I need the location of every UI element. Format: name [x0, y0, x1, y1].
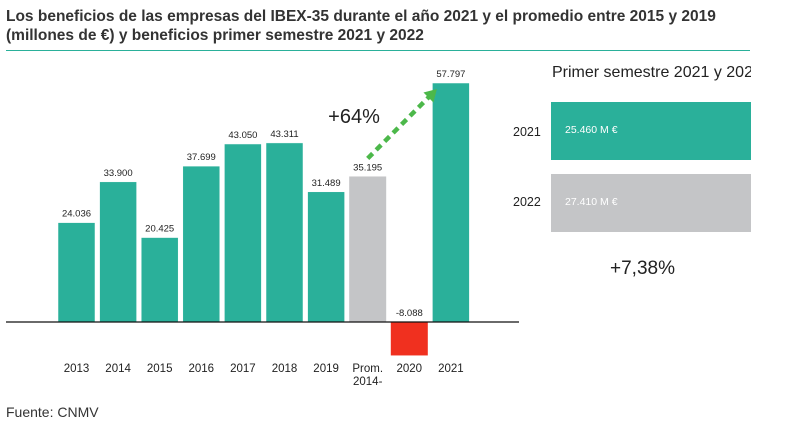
bar — [224, 143, 262, 323]
x-tick-label: 2016 — [189, 363, 215, 375]
x-tick-label: 2015 — [147, 363, 173, 375]
growth-annotation: +64% — [328, 106, 380, 128]
bar-value-label: 24.036 — [62, 209, 91, 220]
title-divider — [6, 50, 750, 51]
bar — [390, 322, 428, 356]
bar-value-label: 37.699 — [187, 152, 216, 163]
bar — [265, 142, 304, 323]
bar — [99, 181, 137, 323]
bar-value-label: 35.195 — [353, 162, 382, 173]
x-tick-label: 2017 — [230, 363, 256, 375]
growth-arrow-head — [423, 89, 437, 103]
semester-chart-title: Primer semestre 2021 y 2022 — [552, 64, 751, 81]
semester-bar-value: 25.460 M € — [565, 124, 618, 136]
bar-value-label: 31.489 — [312, 178, 341, 189]
x-tick-label: 2019 — [313, 363, 339, 375]
x-tick-label: 2018 — [272, 363, 298, 375]
crop-edge — [751, 50, 785, 350]
bar — [307, 191, 345, 323]
bar — [182, 165, 221, 323]
x-tick-label: 2020 — [397, 363, 423, 375]
chart-title: Los beneficios de las empresas del IBEX-… — [6, 8, 716, 44]
bar — [57, 222, 96, 323]
x-tick-label: 2021 — [438, 363, 464, 375]
bar-value-label: 33.900 — [104, 168, 133, 179]
x-tick-label: 2014 — [105, 363, 131, 375]
semester-year-label: 2022 — [513, 195, 541, 209]
semester-bar-2021: 25.460 M € — [551, 102, 751, 160]
bar-value-label: 20.425 — [145, 224, 174, 235]
semester-bar-2022: 27.410 M € — [551, 174, 766, 232]
bar — [349, 176, 387, 322]
bar-value-label: -8.088 — [396, 308, 423, 319]
growth-arrow — [366, 93, 433, 161]
x-tick-label: 2014- — [353, 376, 383, 388]
source-note: Fuente: CNMV — [6, 404, 99, 420]
x-tick-label: Prom. — [352, 363, 383, 375]
bar — [140, 237, 179, 323]
bar-value-label: 43.050 — [228, 130, 257, 141]
bar-value-label: 57.797 — [436, 69, 465, 80]
bar-value-label: 43.311 — [270, 129, 298, 140]
semester-bar-value: 27.410 M € — [565, 196, 618, 208]
semester-change-label: +7,38% — [610, 258, 675, 279]
semester-year-label: 2021 — [513, 125, 541, 139]
x-tick-label: 2013 — [64, 363, 90, 375]
bar — [432, 82, 470, 323]
